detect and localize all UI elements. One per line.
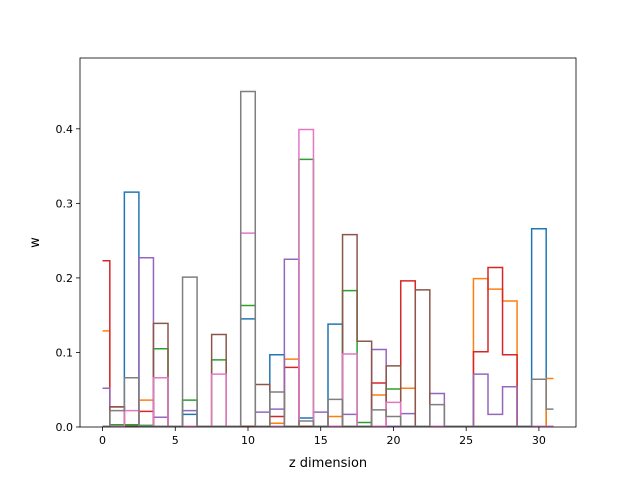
series-line-7 xyxy=(102,90,554,427)
y-axis-label: w xyxy=(28,237,43,248)
x-tick-label: 0 xyxy=(99,434,106,447)
axes-frame xyxy=(79,57,577,428)
y-tick-label: 0.4 xyxy=(56,123,74,136)
x-tick-label: 10 xyxy=(241,434,255,447)
y-tick-label: 0.3 xyxy=(56,197,74,210)
plot-area xyxy=(102,90,554,427)
x-tick-label: 5 xyxy=(172,434,179,447)
y-tick-label: 0.2 xyxy=(56,272,74,285)
x-axis-ticks: 0 5 10 15 20 25 30 xyxy=(99,427,546,447)
x-tick-label: 15 xyxy=(314,434,328,447)
x-tick-label: 30 xyxy=(532,434,546,447)
y-axis-ticks: 0.0 0.1 0.2 0.3 0.4 xyxy=(56,123,80,434)
y-tick-label: 0.0 xyxy=(56,421,74,434)
y-tick-label: 0.1 xyxy=(56,346,74,359)
x-axis-label: z dimension xyxy=(289,456,367,471)
x-tick-label: 20 xyxy=(386,434,400,447)
x-tick-label: 25 xyxy=(459,434,473,447)
